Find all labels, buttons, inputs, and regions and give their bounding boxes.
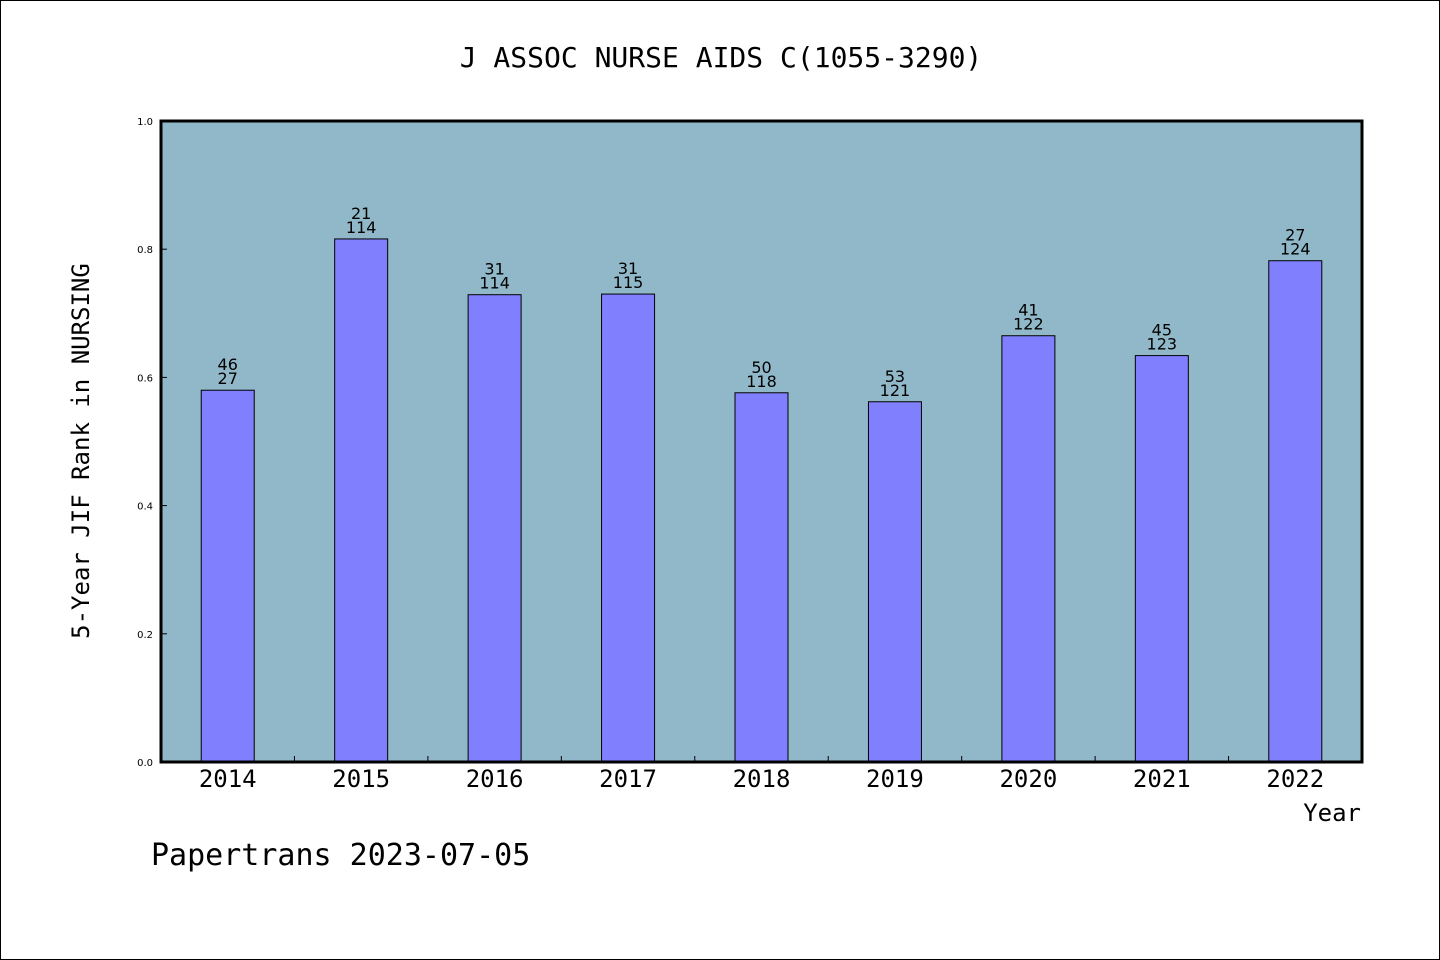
x-tick-label-2021: 2021 [1133,765,1191,793]
bar-total-label-2017: 115 [613,273,644,292]
y-tick-label: 0.6 [137,373,153,384]
x-tick-label-2018: 2018 [733,765,791,793]
bar-total-label-2015: 114 [346,218,377,237]
x-tick-label-2016: 2016 [466,765,524,793]
x-tick-label-2015: 2015 [332,765,390,793]
x-tick-label-2019: 2019 [866,765,924,793]
x-tick-label-2017: 2017 [599,765,657,793]
bar-total-label-2014: 27 [218,369,238,388]
bar-2014 [200,389,255,763]
bar-total-label-2018: 118 [746,372,777,391]
x-tick-label-2022: 2022 [1266,765,1324,793]
bar-total-label-2020: 122 [1013,315,1044,334]
y-tick-label: 0.8 [137,245,153,256]
plot-border [159,119,1364,764]
bar-2015 [334,238,389,763]
bar-rank-label-2019: 53 [885,367,905,386]
footer-credit: Papertrans 2023-07-05 [151,838,530,873]
bars-layer [200,238,1323,763]
bar-2017 [601,293,656,763]
y-tick-label: 0.0 [137,758,153,769]
bar-2016 [467,294,522,763]
y-axis: 0.0 0.2 0.4 0.6 0.8 1.0 [137,117,167,769]
bar-total-label-2021: 123 [1147,335,1178,354]
bar-rank-label-2018: 50 [751,358,771,377]
bar-2021 [1134,355,1189,763]
bar-rank-label-2022: 27 [1285,226,1305,245]
bar-rank-label-2016: 31 [484,260,504,279]
bar-rank-label-2017: 31 [618,259,638,278]
x-tick-label-2020: 2020 [999,765,1057,793]
bar-2019 [867,401,922,763]
bar-rank-label-2015: 21 [351,204,371,223]
bar-2018 [734,392,789,763]
bar-total-label-2022: 124 [1280,240,1311,259]
bar-rank-label-2021: 45 [1152,321,1172,340]
bar-2020 [1001,335,1056,763]
bar-rank-label-2014: 46 [218,355,238,374]
bar-total-label-2016: 114 [479,274,510,293]
y-axis-label: 5-Year JIF Rank in NURSING [67,263,95,639]
x-axis: 2014 2015 2016 2017 2018 2019 2020 2021 2022 [199,756,1324,793]
y-tick-label: 0.4 [137,502,153,513]
chart-title: J ASSOC NURSE AIDS C(1055-3290) [460,41,983,74]
bar-rank-label-2020: 41 [1018,301,1038,320]
x-axis-label: Year [1303,799,1361,827]
bar-total-label-2019: 121 [880,381,911,400]
y-tick-label: 0.2 [137,630,153,641]
bar-2022 [1268,260,1323,763]
x-tick-label-2014: 2014 [199,765,257,793]
y-tick-label: 1.0 [137,117,153,128]
